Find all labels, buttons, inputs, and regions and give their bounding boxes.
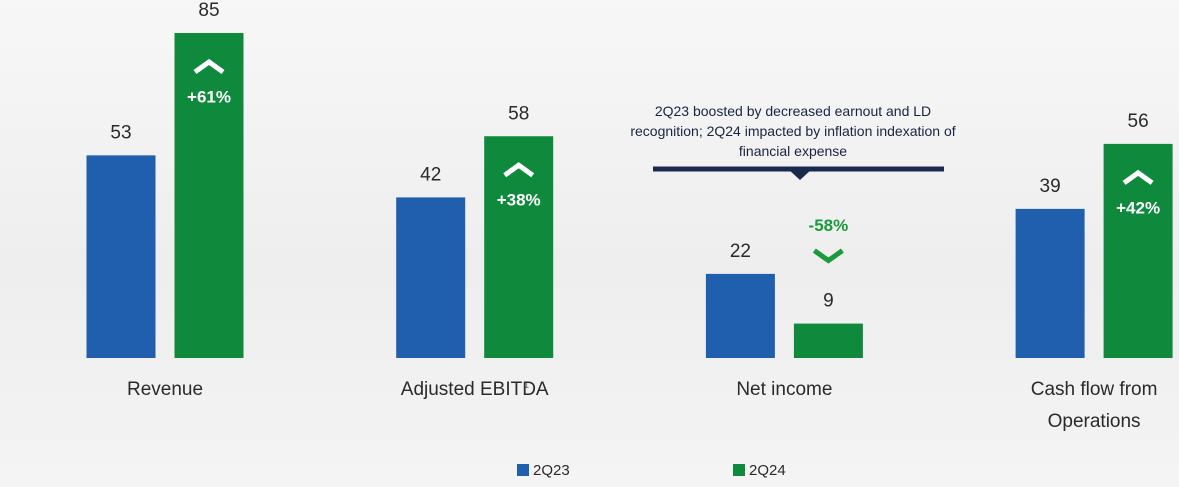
legend-label: 2Q23 [533,462,570,479]
chart-svg: 53 85 +61% 42 58 +38% 22 9 -58% 39 56 +42% 2Q23 2Q24 [0,0,1179,487]
x-tick-label: Cash flow from Operations [1014,374,1174,438]
value-label: 42 [420,164,441,185]
legend-swatch [517,464,529,476]
annotation-pointer [788,169,812,180]
annotation: 2Q23 boosted by decreased earnout and LD… [628,101,958,161]
chart: 5385+61%4258+38%229-58%3956+42%2Q232Q24 … [0,0,1179,487]
bar [1104,144,1173,358]
change-label: +42% [1116,198,1160,217]
change-label: +61% [187,87,231,106]
value-label: 56 [1128,111,1149,132]
change-arrow [814,251,842,261]
x-tick-label: Revenue [85,374,245,406]
value-label: 85 [198,0,219,21]
bar [706,274,775,358]
legend-label: 2Q24 [749,462,786,479]
x-tick-label: Adjusted EBITDA [395,374,555,406]
value-label: 58 [508,103,529,124]
bar [1016,209,1085,358]
value-label: 39 [1040,176,1061,197]
bar [396,197,465,358]
value-label: 9 [823,291,834,312]
bar [175,33,244,358]
value-label: 22 [730,241,751,262]
bar [484,136,553,358]
bar [87,155,156,358]
change-label: -58% [809,216,849,235]
legend-swatch [733,464,745,476]
change-label: +38% [497,191,541,210]
value-label: 53 [110,122,131,143]
bar [794,324,863,358]
x-tick-label: Net income [704,374,864,406]
